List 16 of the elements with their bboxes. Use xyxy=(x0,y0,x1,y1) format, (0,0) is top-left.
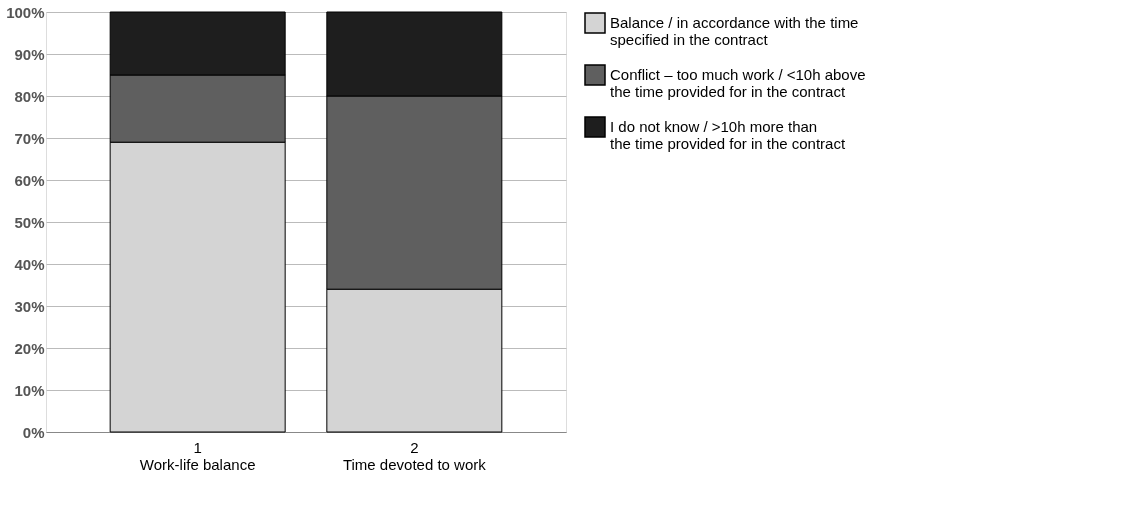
y-tick-label: 10% xyxy=(14,381,45,399)
y-tick-label: 100% xyxy=(6,3,45,21)
y-tick-label: 60% xyxy=(14,171,45,189)
x-tick-label: 2 Time devoted to work xyxy=(342,438,487,473)
x-tick-label: 1 Work-life balance xyxy=(139,438,256,473)
y-tick-label: 70% xyxy=(14,129,45,147)
y-tick-label: 40% xyxy=(14,255,45,273)
legend-label: Balance / in accordance with the time specified in the contract xyxy=(610,14,859,48)
y-tick-label: 90% xyxy=(14,45,45,63)
y-tick-label: 80% xyxy=(14,87,45,105)
legend-label: Conflict – too much work / <10h above the time provided for in the contract xyxy=(610,66,866,100)
legend-label: I do not know / >10h more than the time provided for in the contract xyxy=(610,118,846,152)
y-tick-label: 50% xyxy=(14,213,45,231)
y-tick-label: 20% xyxy=(14,339,45,357)
y-tick-label: 30% xyxy=(14,297,45,315)
y-tick-label: 0% xyxy=(22,423,45,441)
